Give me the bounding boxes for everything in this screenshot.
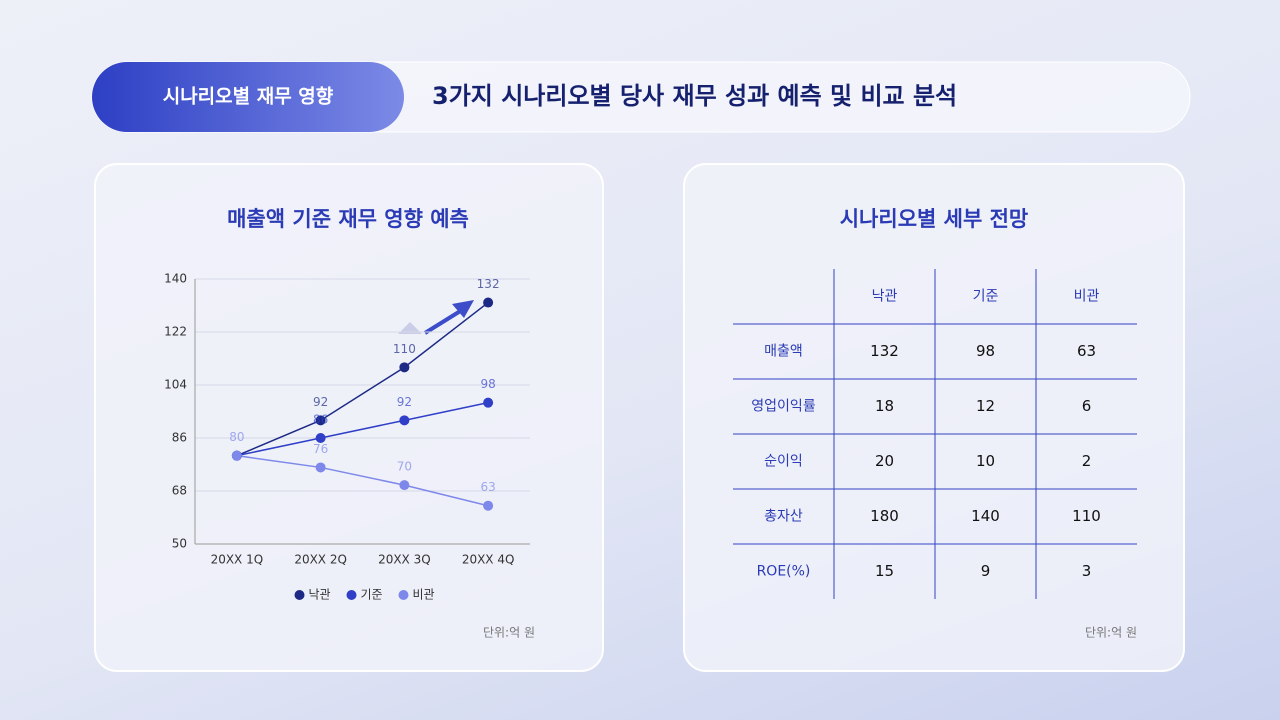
table-cell: 18 [875,397,894,415]
header-badge [92,62,404,132]
table-cell: 6 [1082,397,1092,415]
table-cell: 132 [870,342,899,360]
series-line [236,454,489,507]
y-tick-label: 50 [172,537,187,551]
data-label: 92 [313,395,328,409]
y-tick-label: 68 [172,484,187,498]
legend-marker [346,590,357,600]
data-point [315,462,326,473]
table-note: 단위:억 원 [1085,626,1137,640]
header-title: 3가지 시나리오별 당사 재무 성과 예측 및 비교 분석 [432,82,957,110]
table-cell: 9 [981,562,991,580]
data-point [399,480,410,491]
y-tick-label: 122 [164,325,187,339]
table-cell: 10 [976,452,995,470]
legend-marker [294,590,305,600]
arrow-decoration [452,300,474,318]
series-line [236,301,489,457]
column-header: 비관 [1074,289,1100,305]
data-label: 76 [313,442,328,456]
data-point [483,297,494,308]
row-label: 총자산 [764,509,803,525]
table-panel [683,163,1185,672]
row-label: ROE(%) [757,564,811,580]
table-cell: 3 [1082,562,1092,580]
x-tick-label: 20XX 4Q [462,553,515,567]
table-cell: 63 [1077,342,1096,360]
table-cell: 98 [976,342,995,360]
badge-text: 시나리오별 재무 영향 [163,86,334,108]
legend-label: 기준 [361,588,383,602]
column-header: 기준 [973,289,999,305]
legend-label: 낙관 [309,588,331,602]
data-label: 86 [313,413,328,427]
chart-note: 단위:억 원 [483,626,535,640]
row-label: 영업이익률 [751,399,816,415]
table-cell: 140 [971,507,1000,525]
row-label: 순이익 [764,454,803,470]
data-point [315,433,326,443]
series-line [236,401,489,457]
table-cell: 2 [1082,452,1092,470]
table-cell: 15 [875,562,894,580]
arrow-decoration [423,308,464,335]
data-label: 132 [477,277,500,291]
table-cell: 20 [875,452,894,470]
data-point [399,415,410,426]
row-label: 매출액 [764,344,803,360]
y-tick-label: 86 [172,431,187,445]
y-tick-label: 104 [164,378,187,392]
chart-title: 매출액 기준 재무 영향 예측 [227,207,469,231]
column-header: 낙관 [872,289,898,305]
data-label: 92 [397,395,412,409]
table-cell: 180 [870,507,899,525]
data-point [483,397,494,408]
data-point [231,450,242,461]
data-point [399,362,410,373]
table-cell: 110 [1072,507,1101,525]
data-point [483,500,494,511]
data-label: 80 [229,430,244,444]
data-label: 70 [397,460,412,474]
data-point [315,415,326,426]
table-title: 시나리오별 세부 전망 [840,207,1029,231]
x-tick-label: 20XX 1Q [211,553,264,567]
table-cell: 12 [976,397,995,415]
legend-label: 비관 [413,588,435,602]
y-tick-label: 140 [164,272,187,286]
x-tick-label: 20XX 3Q [378,553,431,567]
legend-marker [398,590,409,600]
data-label: 63 [480,480,495,494]
arrow-decoration [398,322,422,334]
x-tick-label: 20XX 2Q [294,553,347,567]
data-label: 110 [393,342,416,356]
data-label: 98 [480,377,495,391]
